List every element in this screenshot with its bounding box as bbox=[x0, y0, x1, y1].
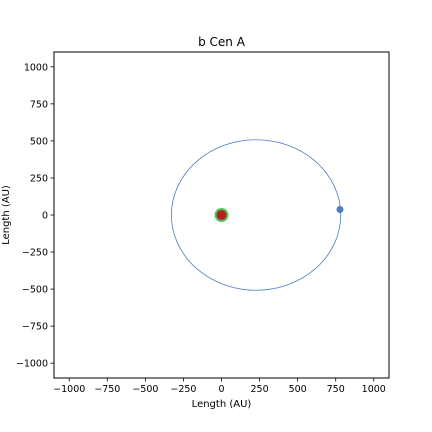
y-tick-label: 0 bbox=[42, 211, 48, 222]
y-tick-label: −250 bbox=[22, 248, 48, 259]
chart-title: b Cen A bbox=[198, 35, 246, 49]
data-point bbox=[336, 206, 344, 214]
y-tick-label: −1000 bbox=[16, 359, 48, 370]
x-tick-label: 500 bbox=[289, 384, 307, 395]
data-point bbox=[216, 210, 227, 220]
x-tick-label: 1000 bbox=[362, 384, 386, 395]
x-axis-label: Length (AU) bbox=[192, 399, 252, 410]
x-tick-label: 0 bbox=[218, 384, 224, 395]
x-tick-label: −250 bbox=[170, 384, 196, 395]
y-tick-label: 500 bbox=[30, 136, 48, 147]
y-axis-label: Length (AU) bbox=[1, 185, 12, 245]
x-tick-label: −1000 bbox=[53, 384, 85, 395]
x-axis: −1000 −750 −500 −250 0 250 500 750 1000 bbox=[53, 378, 386, 395]
x-tick-label: 250 bbox=[250, 384, 268, 395]
orbit-ellipse bbox=[171, 139, 342, 291]
x-tick-label: −750 bbox=[94, 384, 120, 395]
y-tick-label: 250 bbox=[30, 173, 48, 184]
y-tick-label: −500 bbox=[22, 285, 48, 296]
y-axis: −1000 −750 −500 −250 0 250 500 750 1000 bbox=[16, 62, 54, 370]
y-tick-label: 1000 bbox=[24, 62, 48, 73]
y-tick-label: 750 bbox=[30, 99, 48, 110]
x-tick-label: −500 bbox=[132, 384, 158, 395]
x-tick-label: 750 bbox=[327, 384, 345, 395]
plot-marks bbox=[171, 139, 344, 291]
y-tick-label: −750 bbox=[22, 322, 48, 333]
